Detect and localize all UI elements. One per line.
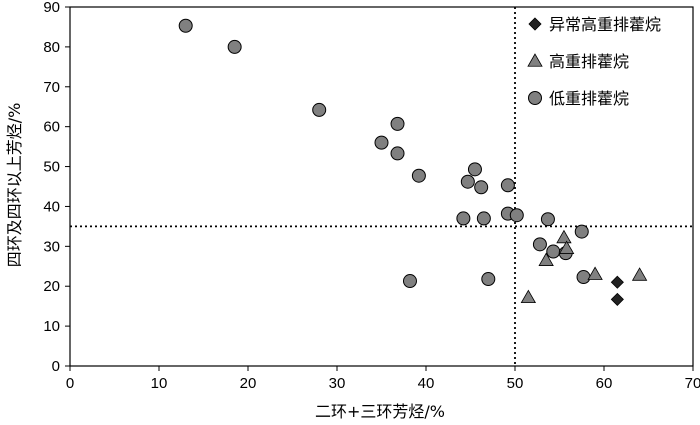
x-tick-label: 40 xyxy=(418,375,435,392)
circle-data-point xyxy=(509,208,524,223)
legend-marker-triangle xyxy=(527,53,543,67)
triangle-data-point xyxy=(558,240,575,254)
circle-data-point xyxy=(500,178,515,193)
legend-marker-diamond xyxy=(528,17,542,31)
x-tick-label: 0 xyxy=(66,375,74,392)
triangle-data-point xyxy=(538,252,554,266)
legend-label: 异常高重排藿烷 xyxy=(549,15,661,34)
triangle-data-point xyxy=(556,229,572,244)
diamond-data-point xyxy=(610,275,624,289)
triangle-data-point xyxy=(520,289,537,304)
y-axis-title: 四环及四环以上芳烃/% xyxy=(5,103,24,268)
circle-data-point xyxy=(574,224,589,239)
y-tick-label: 0 xyxy=(52,358,60,375)
x-tick-label: 50 xyxy=(507,375,524,392)
circle-data-point xyxy=(467,162,482,177)
y-tick-label: 20 xyxy=(43,278,60,295)
circle-data-point xyxy=(390,146,405,161)
x-tick-label: 10 xyxy=(151,375,168,392)
circle-data-point xyxy=(402,274,417,289)
circle-data-point xyxy=(374,135,389,150)
circle-data-point xyxy=(460,174,475,189)
legend-label: 低重排藿烷 xyxy=(549,89,629,108)
x-tick-label: 70 xyxy=(685,375,700,392)
x-tick-label: 20 xyxy=(240,375,257,392)
circle-data-point xyxy=(532,237,547,252)
y-tick-label: 50 xyxy=(43,159,60,176)
circle-data-point xyxy=(546,244,561,259)
x-tick-label: 30 xyxy=(329,375,346,392)
y-tick-label: 10 xyxy=(43,318,60,335)
circle-data-point xyxy=(481,272,496,287)
y-tick-label: 30 xyxy=(43,238,60,255)
x-axis-title: 二环+三环芳烃/% xyxy=(315,402,445,421)
y-tick-label: 90 xyxy=(43,0,60,16)
circle-data-point xyxy=(227,39,242,54)
y-tick-label: 60 xyxy=(43,119,60,136)
triangle-data-point xyxy=(631,267,648,281)
y-tick-label: 80 xyxy=(43,39,60,56)
triangle-data-point xyxy=(587,266,603,280)
y-axis: 0 10 20 30 40 50 60 70 80 90 xyxy=(43,0,70,375)
circle-data-point xyxy=(312,102,327,117)
reference-lines xyxy=(70,7,693,366)
circle-data-point xyxy=(411,168,426,183)
y-tick-label: 40 xyxy=(43,198,60,215)
plot-area xyxy=(69,6,694,367)
circle-data-point xyxy=(474,180,489,195)
circle-data-point xyxy=(390,116,405,131)
legend-label: 高重排藿烷 xyxy=(549,52,629,71)
y-tick-label: 70 xyxy=(43,79,60,96)
circle-data-point xyxy=(178,18,193,33)
circle-data-point xyxy=(456,211,471,226)
plot-border xyxy=(69,6,694,367)
legend-marker-circle xyxy=(528,91,542,105)
x-axis: 0 10 20 30 40 50 60 70 xyxy=(66,366,700,392)
data-markers xyxy=(178,18,648,306)
circle-data-point xyxy=(576,270,591,285)
x-tick-label: 60 xyxy=(596,375,613,392)
circle-data-point xyxy=(540,212,555,227)
diamond-data-point xyxy=(610,292,624,306)
circle-data-point xyxy=(476,211,491,226)
